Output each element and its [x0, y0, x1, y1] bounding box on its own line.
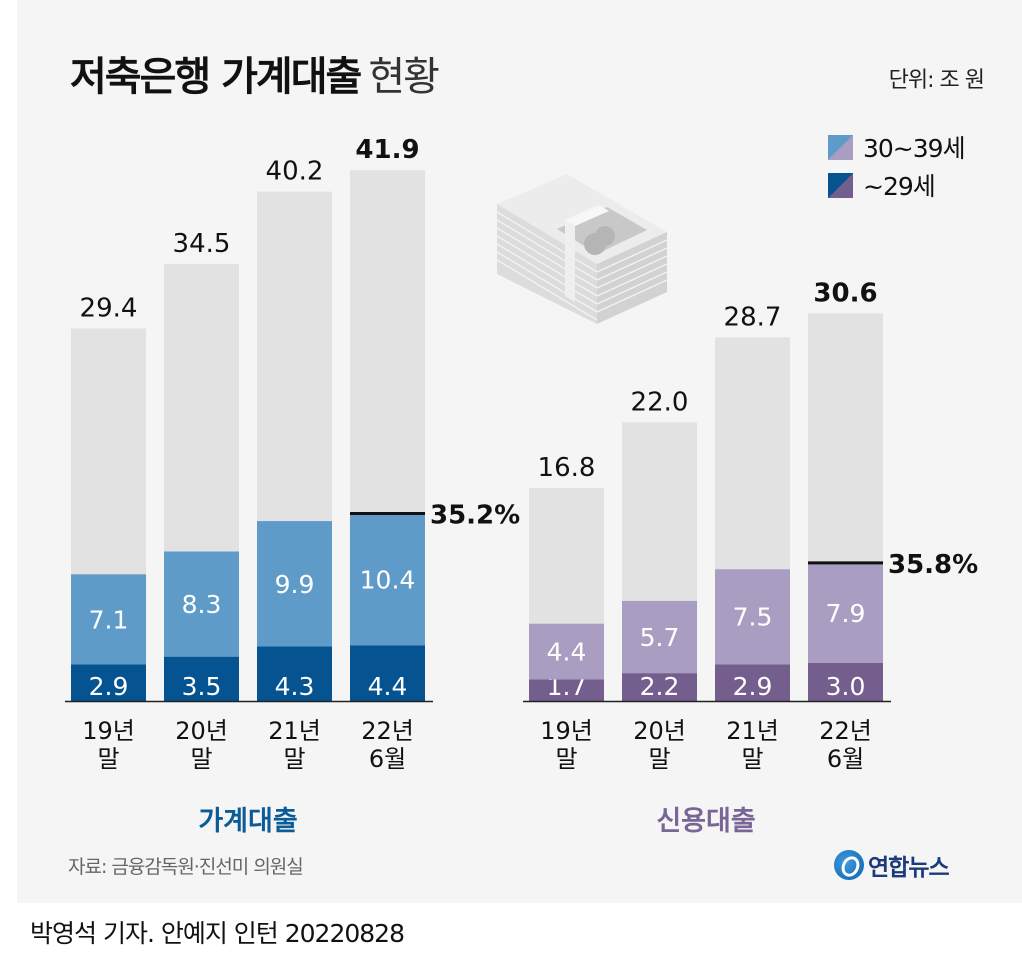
credit-bar-segment-30s	[529, 623, 604, 680]
page-title: 저축은행 가계대출 현황	[70, 44, 440, 102]
yonhap-logo: 연합뉴스	[834, 848, 950, 882]
household-category-label-line1: 22년	[361, 717, 414, 745]
household-bar-segment-under29	[350, 645, 425, 701]
money-stack-icon	[496, 174, 668, 324]
credit-bar-segment-under29	[529, 679, 604, 701]
household-segment-label: 7.1	[89, 605, 129, 634]
household-segment-label: 4.4	[368, 672, 408, 701]
household-bar-segment-30s	[164, 551, 239, 657]
household-category-label-line2: 말	[190, 745, 212, 773]
title-bold: 저축은행 가계대출	[70, 54, 362, 100]
household-segment-label: 10.4	[360, 565, 416, 594]
credit-bar-segment-30s	[808, 562, 883, 663]
legend-label-20s: ~29세	[863, 172, 936, 201]
credit-category-label-line2: 말	[648, 745, 670, 773]
household-total-label: 34.5	[173, 229, 231, 259]
legend-item-20s: ~29세	[828, 166, 965, 204]
credit-total-label: 30.6	[813, 278, 877, 308]
household-category-label-line2: 말	[97, 745, 119, 773]
credit-segment-label: 2.2	[640, 672, 680, 701]
source-note: 자료: 금융감독원·진선미 의원실	[68, 856, 304, 878]
household-segment-label: 9.9	[275, 570, 315, 599]
legend-label-30s: 30~39세	[863, 134, 966, 163]
credit-total-label: 22.0	[631, 387, 689, 417]
credit-bar-segment-30s	[622, 600, 697, 674]
household-category-label-line1: 19년	[82, 717, 135, 745]
household-segment-label: 3.5	[182, 672, 222, 701]
credit-segment-label: 7.5	[733, 603, 773, 632]
credit-segment-label: 3.0	[826, 672, 866, 701]
credit-category-label-line1: 19년	[540, 717, 593, 745]
household-total-label: 29.4	[80, 294, 138, 324]
household-group-title: 가계대출	[198, 806, 297, 837]
credit-bar-segment-under29	[715, 664, 790, 701]
household-segment-label: 2.9	[89, 672, 129, 701]
household-share-annotation: 35.2%	[430, 500, 520, 530]
household-category-label-line1: 20년	[175, 717, 228, 745]
byline: 박영석 기자. 안예지 인턴 20220828	[30, 919, 405, 948]
credit-group-title: 신용대출	[656, 806, 755, 837]
legend-swatch-20s	[828, 172, 853, 198]
credit-category-label-line1: 21년	[726, 717, 779, 745]
yonhap-logo-icon	[834, 850, 864, 880]
household-bar-segment-under29	[164, 656, 239, 701]
legend-swatch-30s	[828, 134, 853, 160]
household-category-label-line2: 말	[283, 745, 305, 773]
credit-category-label-line1: 22년	[819, 717, 872, 745]
credit-segment-label: 7.9	[826, 599, 866, 628]
credit-category-label-line2: 6월	[827, 745, 864, 773]
credit-bar-segment-30s	[715, 569, 790, 665]
household-bar-segment-30s	[350, 513, 425, 646]
credit-segment-label: 4.4	[547, 638, 587, 667]
credit-total-label: 28.7	[724, 302, 782, 332]
credit-bar-segment-under29	[622, 673, 697, 701]
credit-share-annotation: 35.8%	[888, 550, 978, 580]
unit-label: 단위: 조 원	[888, 68, 985, 93]
title-light: 현황	[368, 54, 440, 100]
household-category-label-line1: 21년	[268, 717, 321, 745]
credit-category-label-line2: 말	[741, 745, 763, 773]
credit-category-label-line2: 말	[555, 745, 577, 773]
logo-text: 연합뉴스	[868, 855, 950, 881]
household-bar-segment-under29	[257, 646, 332, 701]
household-bar-segment-under29	[71, 664, 146, 701]
household-total-label: 41.9	[355, 135, 419, 165]
household-bar-segment-30s	[257, 521, 332, 647]
household-total-label: 40.2	[266, 157, 324, 187]
legend-item-30s: 30~39세	[828, 128, 966, 166]
credit-category-label-line1: 20년	[633, 717, 686, 745]
legend: 30~39세 ~29세	[828, 128, 966, 204]
credit-segment-label: 5.7	[640, 623, 680, 652]
household-bar-segment-30s	[71, 574, 146, 665]
household-category-label-line2: 6월	[369, 745, 406, 773]
credit-total-label: 16.8	[538, 453, 596, 483]
credit-segment-label: 2.9	[733, 672, 773, 701]
household-segment-label: 8.3	[182, 590, 222, 619]
credit-bar-segment-under29	[808, 662, 883, 701]
household-segment-label: 4.3	[275, 672, 315, 701]
